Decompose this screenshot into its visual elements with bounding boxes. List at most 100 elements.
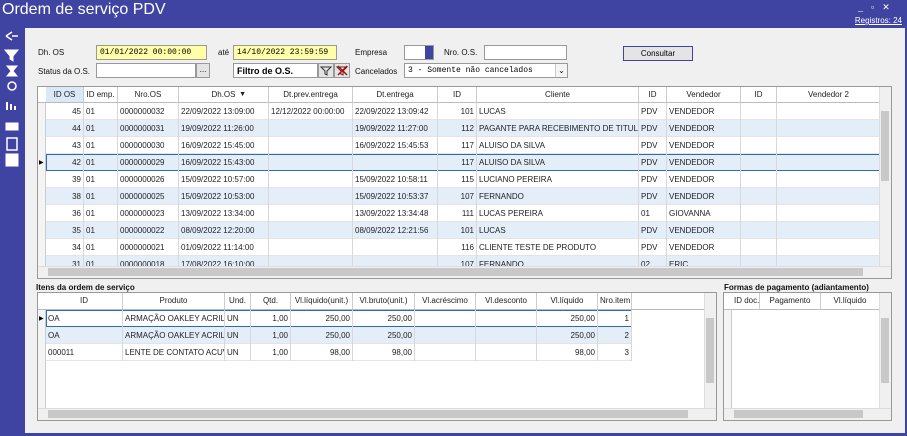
column-header[interactable]: Vl.acréscimo bbox=[415, 293, 476, 310]
row-indicator: ▶ bbox=[39, 160, 44, 166]
column-header[interactable]: ID bbox=[741, 87, 777, 103]
column-header[interactable]: ID bbox=[438, 87, 477, 103]
filter-icon[interactable] bbox=[3, 49, 20, 62]
grid-cell bbox=[777, 205, 881, 222]
column-header[interactable]: Vl.desconto bbox=[476, 293, 537, 310]
clear-icon[interactable] bbox=[5, 65, 19, 77]
column-header[interactable]: Nro.item bbox=[598, 293, 632, 310]
grid-row[interactable] bbox=[46, 310, 632, 327]
records-link[interactable]: Registros: 24 bbox=[854, 16, 902, 25]
column-header[interactable]: ID bbox=[46, 293, 123, 310]
grid-row[interactable] bbox=[46, 120, 881, 137]
grid-cell: 01/09/2022 11:14:00 bbox=[179, 239, 269, 256]
grid-cell: 0000000022 bbox=[118, 222, 179, 239]
column-header[interactable]: Dt.entrega bbox=[353, 87, 438, 103]
column-header[interactable]: Und. bbox=[225, 293, 251, 310]
grid-cell: 250,00 bbox=[353, 327, 415, 344]
column-header[interactable]: Pagamento bbox=[760, 293, 821, 310]
column-header[interactable]: Vendedor 2 bbox=[777, 87, 881, 103]
search-icon[interactable] bbox=[7, 81, 17, 91]
grid-row[interactable] bbox=[46, 103, 881, 120]
grid-cell: 01 bbox=[84, 120, 118, 137]
grid-cell: 0000000031 bbox=[118, 120, 179, 137]
scroll-thumb[interactable] bbox=[881, 318, 889, 383]
cancelados-select[interactable]: 3 - Somente não cancelados bbox=[404, 63, 568, 78]
grid-cell: 08/09/2022 12:21:56 bbox=[353, 222, 438, 239]
grid-row[interactable] bbox=[46, 327, 632, 344]
column-header[interactable]: Vl.líquido bbox=[537, 293, 598, 310]
grid-cell: 2 bbox=[598, 327, 632, 344]
column-header[interactable]: Vendedor bbox=[667, 87, 741, 103]
grid-row[interactable] bbox=[46, 188, 881, 205]
column-header[interactable]: Cliente bbox=[477, 87, 639, 103]
column-header[interactable]: ID OS bbox=[46, 87, 84, 103]
grid-cell: 01 bbox=[84, 103, 118, 120]
grid-row[interactable] bbox=[46, 154, 881, 171]
consultar-button[interactable]: Consultar bbox=[623, 46, 693, 61]
date-from[interactable]: 01/01/2022 00:00:00 bbox=[96, 45, 207, 60]
dropdown-arrow[interactable]: ⌄ bbox=[555, 64, 567, 77]
grid-cell: 13/09/2022 13:34:48 bbox=[353, 205, 438, 222]
grid-cell: 02 bbox=[639, 256, 667, 273]
scroll-thumb[interactable] bbox=[734, 410, 863, 418]
grid-row[interactable] bbox=[46, 239, 881, 256]
scroll-thumb[interactable] bbox=[881, 111, 889, 181]
status-input[interactable] bbox=[96, 63, 196, 78]
grid-cell bbox=[777, 154, 881, 171]
column-header[interactable]: Dh.OS ▼ bbox=[179, 87, 269, 103]
grid-cell bbox=[476, 344, 537, 361]
scroll-thumb[interactable] bbox=[48, 410, 688, 418]
save-icon[interactable] bbox=[5, 153, 19, 167]
nro-os-input[interactable] bbox=[484, 45, 567, 60]
grid-cell: LUCAS PEREIRA bbox=[477, 205, 639, 222]
column-header[interactable]: Dt.prev.entrega bbox=[269, 87, 353, 103]
column-header[interactable]: Vl.líquido bbox=[821, 293, 880, 310]
empresa-button[interactable] bbox=[425, 46, 433, 59]
grid-row[interactable] bbox=[46, 344, 632, 361]
grid-cell: 0000000023 bbox=[118, 205, 179, 222]
scroll-thumb[interactable] bbox=[706, 318, 714, 383]
grid-cell: ALUISO DA SILVA bbox=[477, 137, 639, 154]
grid-cell: UN bbox=[225, 327, 251, 344]
grid-cell bbox=[269, 205, 353, 222]
grid-cell bbox=[777, 171, 881, 188]
column-header[interactable]: Vl.líquido(unit.) bbox=[291, 293, 353, 310]
print-icon[interactable] bbox=[5, 122, 19, 131]
column-header[interactable]: Vl.bruto(unit.) bbox=[353, 293, 415, 310]
grid-cell: 16/09/2022 15:43:00 bbox=[179, 154, 269, 171]
grid-row[interactable] bbox=[46, 205, 881, 222]
grid-cell: PDV bbox=[639, 120, 667, 137]
label: Empresa bbox=[355, 48, 388, 57]
window-controls[interactable]: _▫✕ bbox=[858, 2, 898, 12]
grid-cell: PDV bbox=[639, 154, 667, 171]
grid-row[interactable] bbox=[46, 171, 881, 188]
indicator-column bbox=[724, 310, 732, 420]
grid-cell: 31 bbox=[46, 256, 84, 273]
filter-buttons[interactable] bbox=[318, 63, 350, 78]
grid-cell: 0000000032 bbox=[118, 103, 179, 120]
column-header[interactable]: Qtd. bbox=[251, 293, 291, 310]
grid-cell bbox=[476, 310, 537, 327]
grid-cell: 1,00 bbox=[251, 327, 291, 344]
column-header[interactable]: ID doc. bbox=[732, 293, 760, 310]
column-header[interactable]: ID bbox=[639, 87, 667, 103]
column-header[interactable]: Produto bbox=[123, 293, 225, 310]
grid-cell bbox=[353, 154, 438, 171]
grid-row[interactable] bbox=[46, 137, 881, 154]
grid-cell: 16/09/2022 15:45:53 bbox=[353, 137, 438, 154]
grid-cell: 250,00 bbox=[537, 310, 598, 327]
grid-cell: 0000000025 bbox=[118, 188, 179, 205]
column-header[interactable]: Nro.OS bbox=[118, 87, 179, 103]
date-to[interactable]: 14/10/2022 23:59:59 bbox=[233, 45, 337, 60]
doc-icon[interactable] bbox=[6, 137, 18, 151]
scroll-thumb[interactable] bbox=[48, 268, 863, 276]
section-title: Itens da ordem de serviço bbox=[36, 283, 135, 292]
column-header[interactable]: ID emp. bbox=[84, 87, 118, 103]
grid-row[interactable] bbox=[46, 222, 881, 239]
refresh-icon[interactable] bbox=[5, 31, 18, 41]
status-button[interactable]: ... bbox=[196, 63, 210, 78]
sort-icon[interactable] bbox=[6, 102, 16, 110]
grid-cell: 107 bbox=[438, 256, 477, 273]
grid-cell: UN bbox=[225, 344, 251, 361]
grid-cell: LUCAS bbox=[477, 222, 639, 239]
